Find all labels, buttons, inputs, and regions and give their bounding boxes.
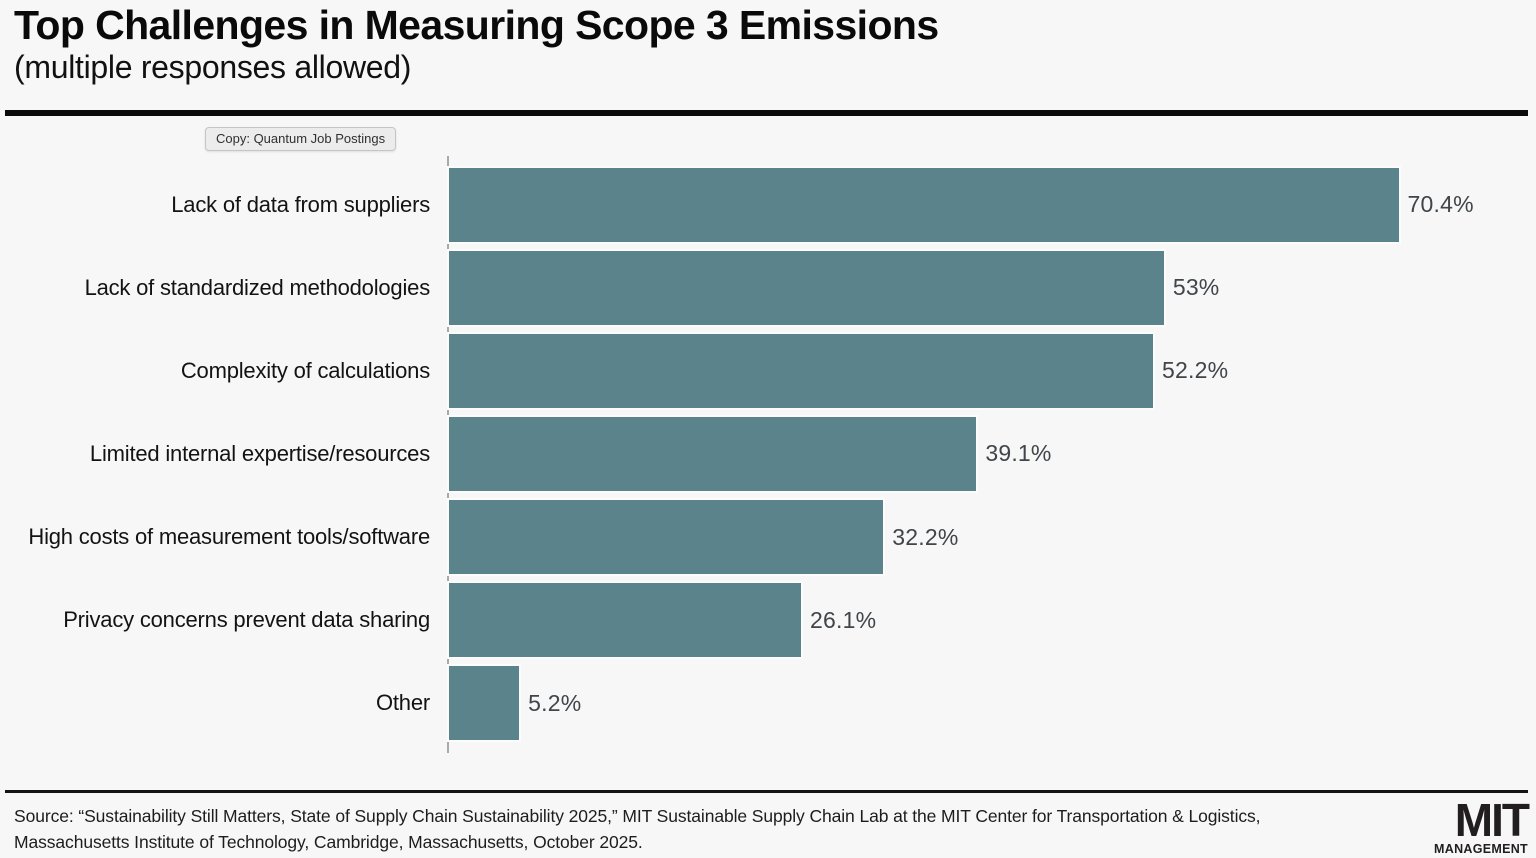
chart-row: Limited internal expertise/resources 39.… xyxy=(0,412,1528,495)
value-label: 39.1% xyxy=(985,440,1052,467)
bar xyxy=(449,167,1399,242)
source-text: Source: “Sustainability Still Matters, S… xyxy=(14,803,1261,855)
bar-track: 32.2% xyxy=(449,496,1528,579)
chart-row: Privacy concerns prevent data sharing 26… xyxy=(0,579,1528,662)
mit-management-logo: MIT MANAGEMENT xyxy=(1434,794,1530,857)
value-label: 32.2% xyxy=(892,523,959,550)
management-logo-text: MANAGEMENT xyxy=(1434,842,1528,857)
bar xyxy=(449,250,1164,325)
bar-track: 5.2% xyxy=(449,662,1528,745)
value-label: 53% xyxy=(1172,274,1220,301)
chart-row: High costs of measurement tools/software… xyxy=(0,496,1528,579)
category-label: Other xyxy=(375,690,430,716)
category-label: Lack of data from suppliers xyxy=(171,191,430,217)
chart-row: Lack of data from suppliers 70.4% xyxy=(0,163,1528,246)
bar xyxy=(449,500,884,575)
category-label: Lack of standardized methodologies xyxy=(84,274,431,300)
value-label: 5.2% xyxy=(528,689,582,716)
chart-row: Other 5.2% xyxy=(0,662,1528,745)
bar-track: 70.4% xyxy=(449,163,1528,246)
bar xyxy=(449,583,802,658)
footer-divider xyxy=(5,790,1528,793)
category-label: Complexity of calculations xyxy=(180,357,430,383)
page-title: Top Challenges in Measuring Scope 3 Emis… xyxy=(14,2,939,48)
category-label: Privacy concerns prevent data sharing xyxy=(63,607,430,633)
title-divider xyxy=(5,110,1528,116)
copy-tooltip: Copy: Quantum Job Postings xyxy=(205,127,397,151)
chart-header: Top Challenges in Measuring Scope 3 Emis… xyxy=(14,2,939,86)
bar-track: 26.1% xyxy=(449,579,1528,662)
value-label: 52.2% xyxy=(1162,357,1229,384)
value-label: 26.1% xyxy=(810,606,877,633)
source-line-2: Massachusetts Institute of Technology, C… xyxy=(14,832,643,852)
bar xyxy=(449,416,977,491)
bar-chart: Lack of data from suppliers 70.4% Lack o… xyxy=(0,156,1528,753)
bar xyxy=(449,333,1154,408)
category-label: Limited internal expertise/resources xyxy=(89,440,430,466)
category-label: High costs of measurement tools/software xyxy=(28,524,430,550)
chart-rows: Lack of data from suppliers 70.4% Lack o… xyxy=(0,163,1528,745)
bar-track: 39.1% xyxy=(449,412,1528,495)
bar-track: 53% xyxy=(449,246,1528,329)
value-label: 70.4% xyxy=(1407,191,1474,218)
page-subtitle: (multiple responses allowed) xyxy=(14,49,412,86)
mit-logo-text: MIT xyxy=(1454,794,1530,846)
chart-row: Lack of standardized methodologies 53% xyxy=(0,246,1528,329)
bar xyxy=(449,666,520,741)
y-axis-line xyxy=(447,156,449,753)
source-line-1: Source: “Sustainability Still Matters, S… xyxy=(14,806,1261,826)
bar-track: 52.2% xyxy=(449,329,1528,412)
chart-row: Complexity of calculations 52.2% xyxy=(0,329,1528,412)
